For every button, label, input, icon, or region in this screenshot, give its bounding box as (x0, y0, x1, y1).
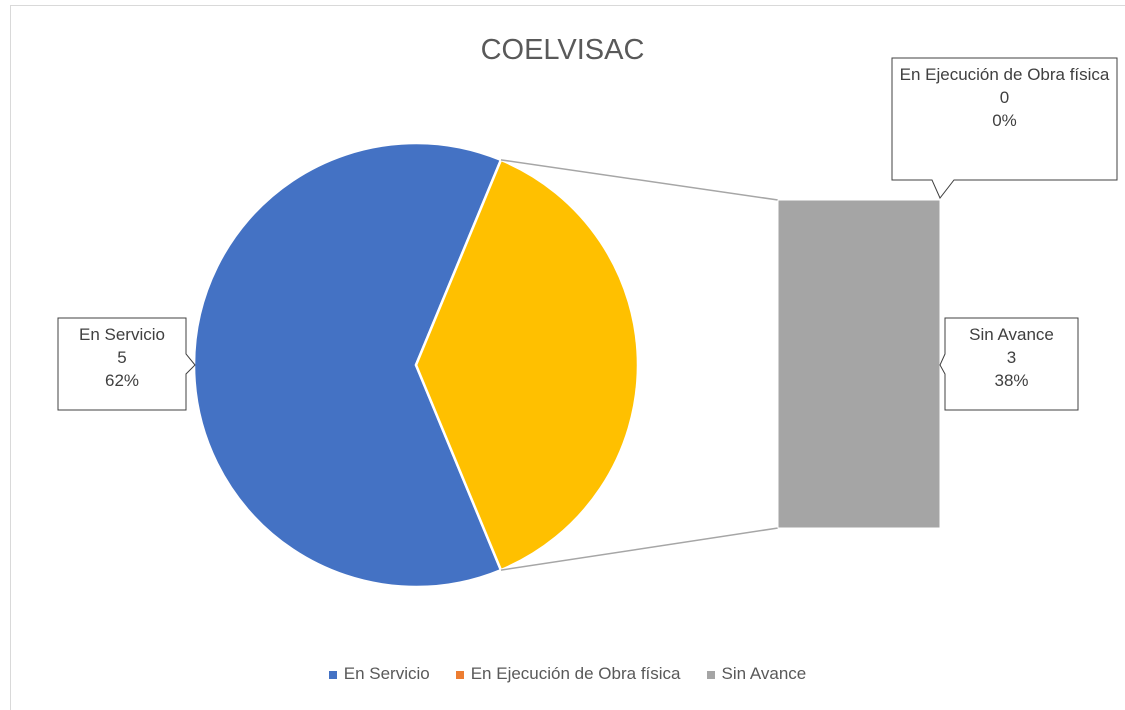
legend-swatch (706, 670, 715, 679)
legend-swatch (328, 670, 337, 679)
label-category: En Servicio (79, 325, 165, 344)
legend-item: Sin Avance (706, 664, 807, 684)
data-label: En Ejecución de Obra física 0 0% (896, 63, 1113, 132)
legend: En Servicio En Ejecución de Obra física Si… (10, 664, 1125, 684)
data-label: Sin Avance 3 38% (949, 323, 1074, 392)
label-percent: 38% (994, 371, 1029, 390)
legend-label: En Ejecución de Obra física (470, 664, 681, 683)
legend-item: En Ejecución de Obra física (455, 664, 681, 684)
data-label: En Servicio 5 62% (62, 323, 182, 392)
label-category: Sin Avance (969, 325, 1054, 344)
connector-line (500, 159, 779, 201)
label-percent: 62% (104, 371, 140, 390)
legend-label: Sin Avance (721, 664, 807, 683)
callout-box (891, 57, 1118, 199)
callout-box (939, 317, 1079, 411)
chart-title: COELVISAC (480, 34, 645, 66)
label-value: 0 (999, 88, 1010, 107)
label-value: 5 (117, 348, 127, 367)
callout-box (57, 317, 196, 411)
label-percent: 0% (992, 111, 1017, 130)
label-category: En Ejecución de Obra física (899, 65, 1110, 84)
label-value: 3 (1006, 348, 1017, 367)
connector-line (500, 527, 779, 571)
legend-label: En Servicio (343, 664, 430, 683)
bar-segment (777, 199, 941, 529)
legend-swatch (455, 670, 464, 679)
legend-item: En Servicio (328, 664, 430, 684)
pie-slice (414, 158, 640, 572)
